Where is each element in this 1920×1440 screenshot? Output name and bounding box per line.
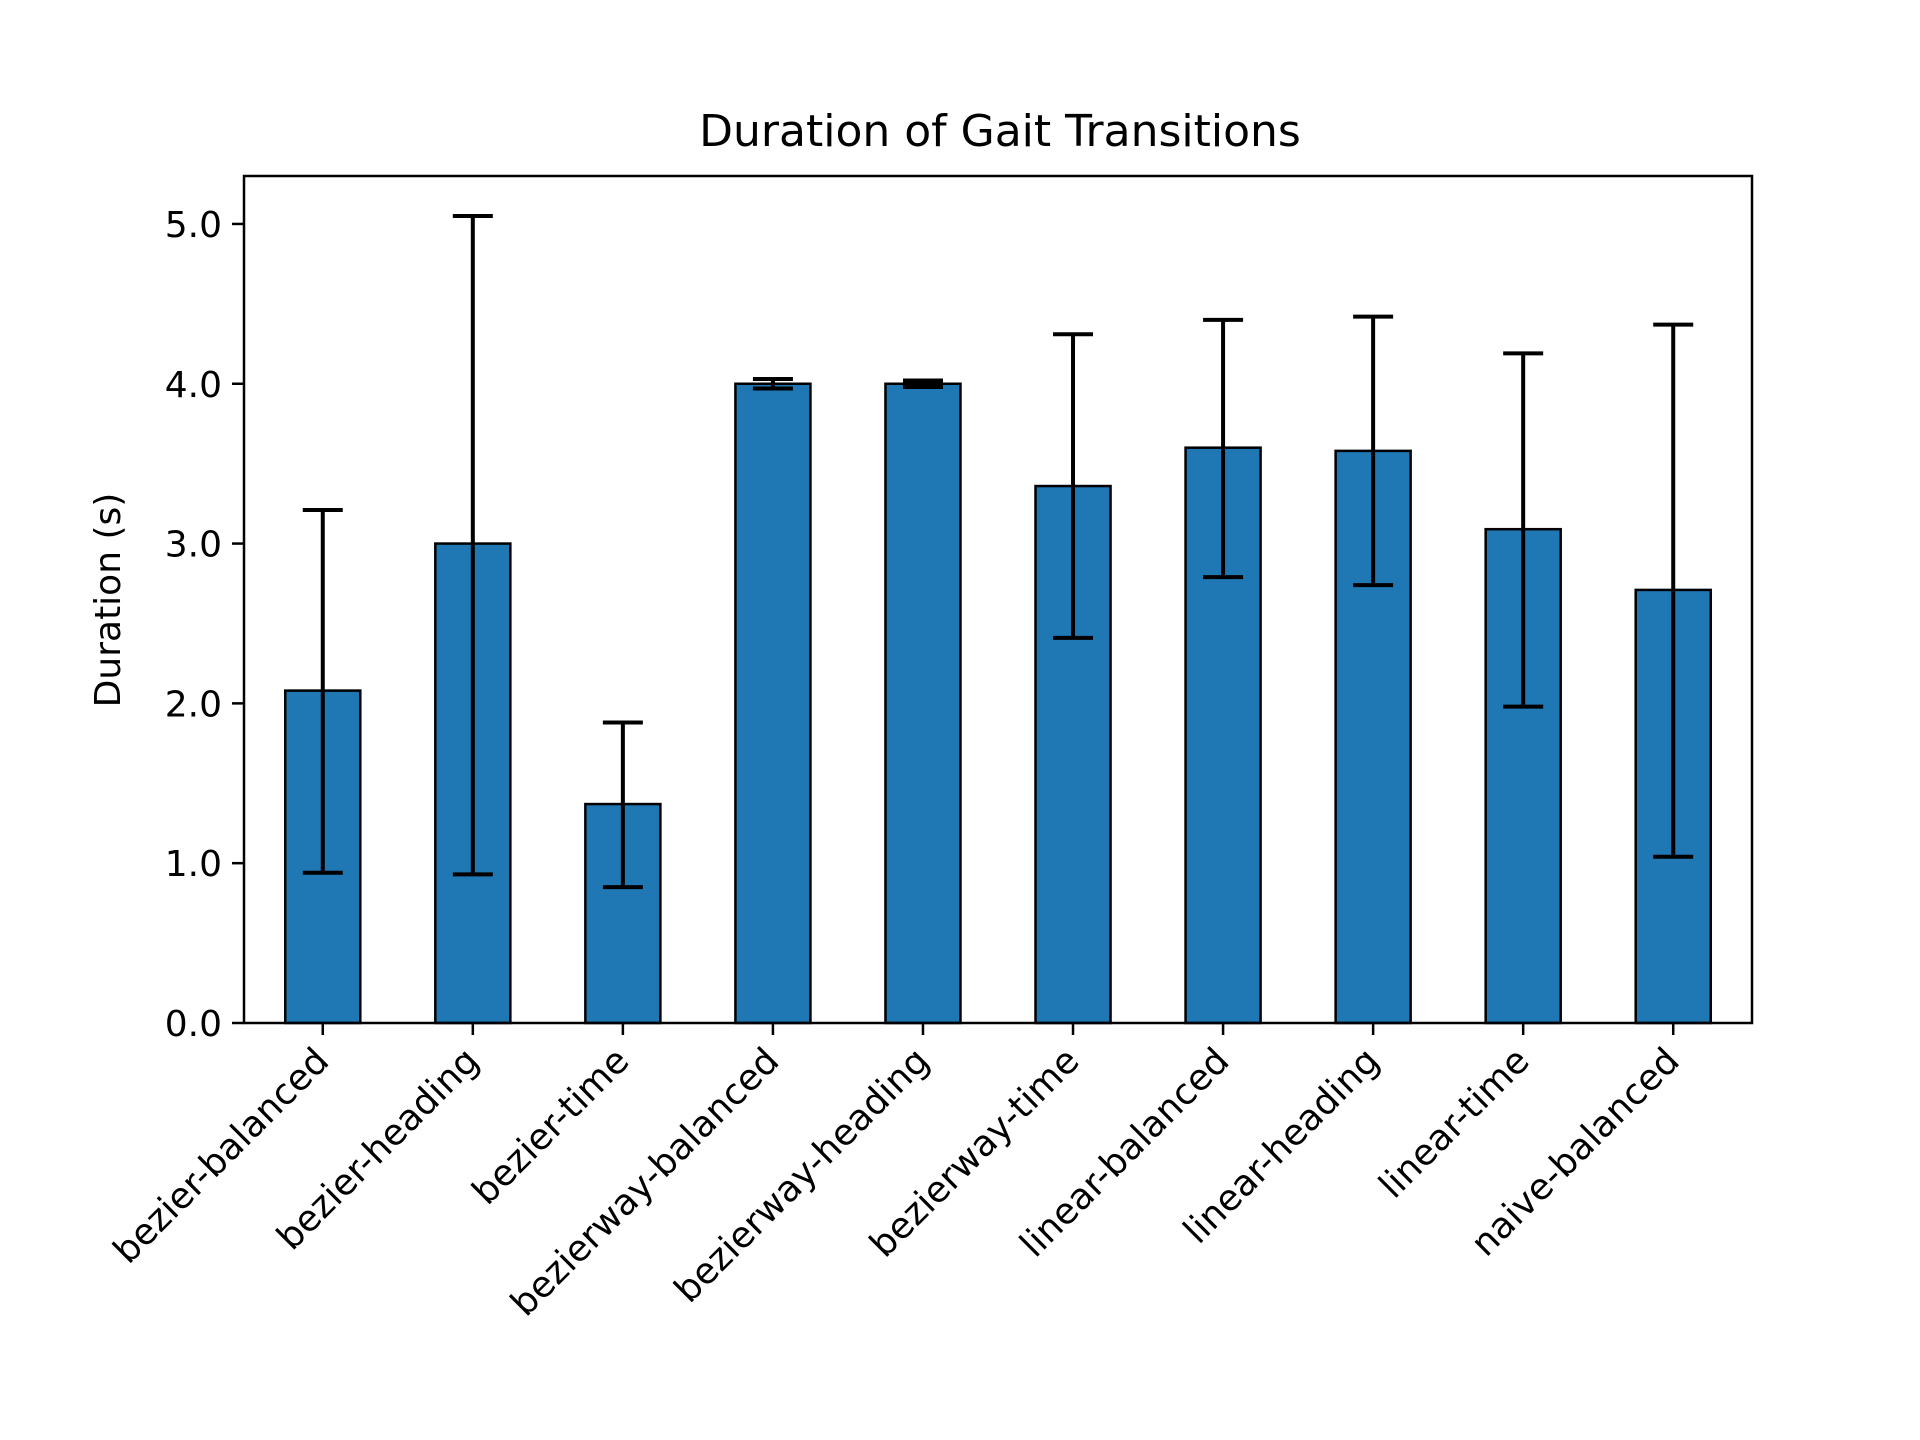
y-ticks-layer: 0.0 1.0 2.0 3.0 4.0 5.0: [165, 205, 244, 1045]
y-tick-label-5: 5.0: [165, 205, 222, 246]
x-tick-label-4: bezierway-heading: [667, 1040, 938, 1311]
x-tick-label-8: linear-time: [1371, 1040, 1537, 1206]
bar-4: [884, 382, 962, 1025]
error-bars-layer: [302, 213, 1694, 890]
bar-5: [1034, 484, 1112, 1025]
y-tick-label-4: 4.0: [165, 365, 222, 406]
x-ticks-layer: bezier-balancedbezier-headingbezier-time…: [106, 1023, 1688, 1324]
plot-frame: [242, 174, 1754, 1025]
y-tick-label-2: 2.0: [165, 684, 222, 725]
y-axis-label: Duration (s): [88, 493, 129, 708]
bar-3: [734, 382, 812, 1025]
y-tick-label-3: 3.0: [165, 525, 222, 566]
chart-title: Duration of Gait Transitions: [699, 106, 1301, 157]
x-tick-label-3: bezierway-balanced: [503, 1040, 787, 1324]
y-tick-label-0: 0.0: [165, 1004, 222, 1045]
bars-layer: [284, 382, 1712, 1025]
y-tick-label-1: 1.0: [165, 844, 222, 885]
